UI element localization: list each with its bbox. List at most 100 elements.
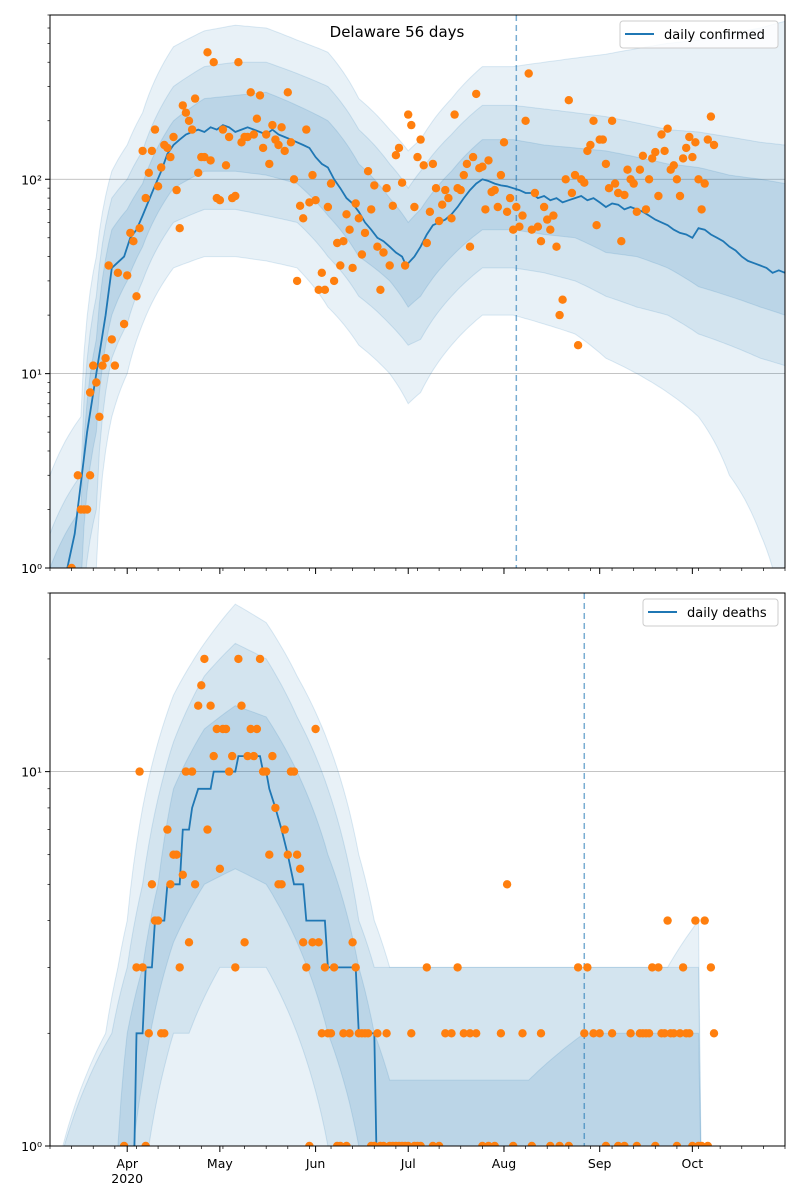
data-point: [326, 1029, 336, 1038]
data-point: [206, 701, 215, 710]
data-point: [135, 224, 144, 233]
legend-label: daily confirmed: [664, 28, 765, 43]
data-point: [329, 963, 339, 972]
data-point: [400, 261, 410, 270]
data-point: [518, 1029, 527, 1038]
data-point: [212, 724, 221, 734]
observed-points: [119, 654, 719, 1146]
data-point: [363, 167, 373, 176]
data-point: [138, 146, 147, 156]
data-point: [465, 242, 475, 251]
data-point: [620, 190, 629, 200]
data-point: [373, 1029, 382, 1038]
data-point: [425, 207, 435, 216]
data-point: [490, 185, 499, 195]
data-point: [407, 120, 416, 130]
data-point: [459, 170, 468, 180]
data-point: [450, 110, 459, 119]
panel-daily-confirmed: 10⁰ 10¹ 10² Delaware 56 days daily confirm…: [21, 14, 786, 576]
median-line: [133, 755, 378, 1146]
data-point: [265, 850, 274, 859]
data-point: [187, 767, 197, 776]
data-point: [629, 179, 638, 188]
data-point: [465, 1029, 475, 1038]
data-point: [462, 159, 472, 169]
data-point: [348, 938, 357, 947]
data-point: [382, 1029, 391, 1038]
data-point: [700, 179, 709, 188]
data-point: [635, 165, 645, 174]
data-point: [521, 116, 530, 126]
data-point: [181, 108, 191, 117]
data-point: [595, 1029, 604, 1038]
data-point: [518, 211, 527, 220]
data-point: [533, 222, 543, 231]
data-point: [169, 132, 178, 142]
data-point: [685, 132, 694, 142]
data-point: [246, 88, 255, 97]
data-point: [119, 319, 129, 329]
data-point: [82, 505, 92, 514]
data-point: [95, 412, 104, 421]
data-point: [524, 69, 533, 78]
data-point: [339, 237, 348, 246]
data-point: [675, 191, 685, 201]
data-point: [234, 58, 243, 67]
data-point: [641, 205, 651, 214]
data-point: [166, 880, 175, 889]
data-point: [678, 963, 688, 972]
data-point: [373, 242, 382, 251]
data-point: [292, 850, 302, 859]
data-point: [89, 361, 98, 370]
band-outer: [50, 20, 785, 568]
chart-title: Delaware 56 days: [330, 23, 465, 41]
data-point: [172, 185, 181, 195]
data-point: [496, 170, 506, 180]
x-tick-label: Sep: [588, 1156, 612, 1171]
data-point: [231, 191, 240, 201]
data-point: [311, 724, 320, 734]
data-point: [110, 361, 120, 370]
data-point: [299, 938, 308, 947]
data-point: [342, 210, 351, 219]
data-point: [326, 179, 336, 188]
data-point: [672, 175, 682, 184]
data-point: [305, 1141, 314, 1146]
data-point: [660, 1029, 669, 1038]
data-point: [175, 963, 184, 972]
data-point: [536, 1029, 546, 1038]
data-point: [302, 963, 311, 972]
data-point: [536, 237, 546, 246]
data-point: [703, 1141, 712, 1146]
data-point: [85, 471, 95, 480]
data-point: [441, 185, 450, 195]
data-point: [138, 963, 147, 972]
data-point: [509, 1141, 518, 1146]
prediction-bands: [50, 20, 785, 568]
data-point: [527, 1141, 536, 1146]
data-point: [190, 880, 200, 889]
x-tick-label: Oct: [682, 1156, 704, 1171]
data-point: [98, 361, 107, 370]
data-point: [221, 724, 231, 734]
data-point: [416, 1141, 425, 1146]
data-point: [262, 767, 271, 776]
data-point: [286, 138, 296, 147]
data-point: [317, 268, 326, 277]
data-point: [150, 125, 160, 134]
data-point: [644, 1029, 654, 1038]
data-point: [709, 1029, 719, 1038]
data-point: [623, 165, 632, 174]
y-axis: 10⁰ 10¹ 10²: [21, 14, 50, 576]
data-point: [280, 825, 289, 834]
data-point: [218, 125, 228, 134]
data-point: [262, 130, 271, 139]
median-series-line: [133, 755, 378, 1146]
data-point: [505, 193, 515, 203]
data-point: [252, 114, 262, 123]
data-point: [660, 146, 669, 156]
data-point: [598, 135, 607, 144]
data-point: [308, 170, 317, 180]
